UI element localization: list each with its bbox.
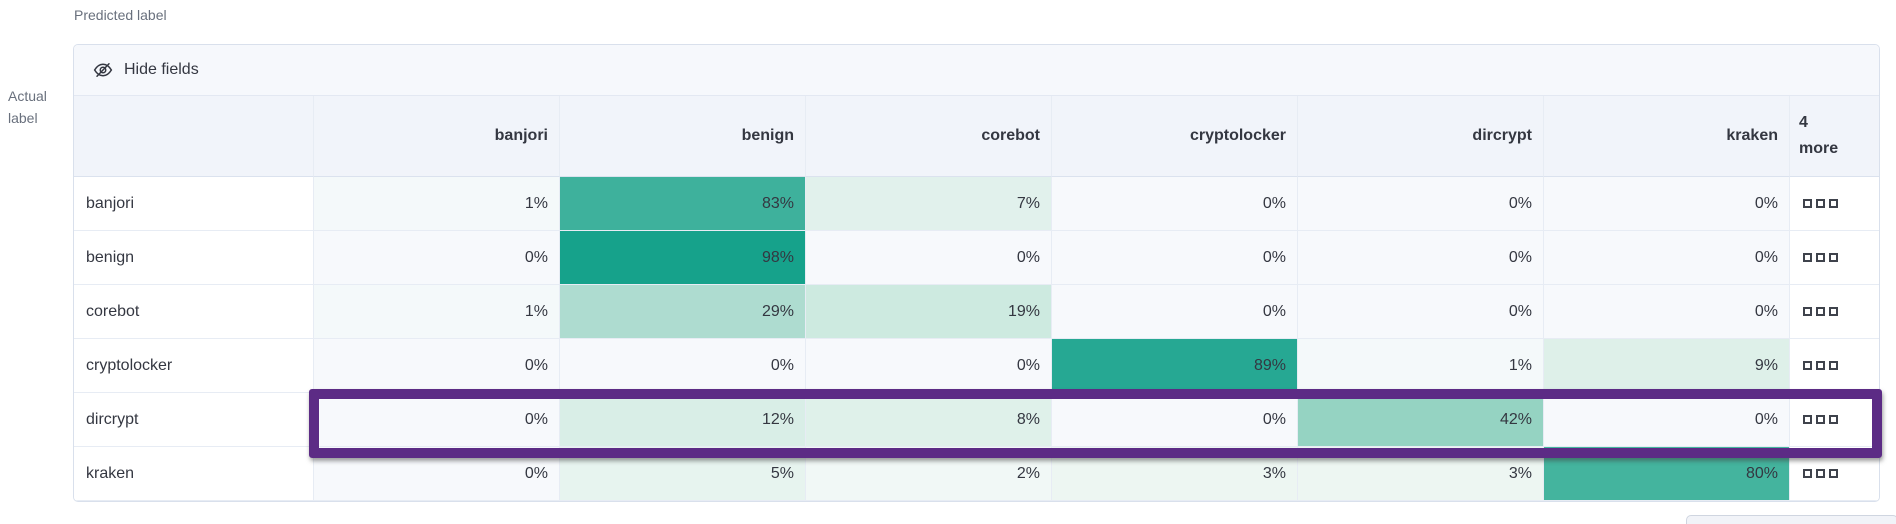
matrix-cell-dircrypt-benign[interactable]: 12%	[560, 393, 806, 447]
row-label-kraken[interactable]: kraken	[74, 447, 314, 501]
row-label-benign[interactable]: benign	[74, 231, 314, 285]
hide-fields-label: Hide fields	[124, 61, 199, 78]
matrix-cell-kraken-kraken[interactable]: 80%	[1544, 447, 1790, 501]
column-header-benign[interactable]: benign	[560, 96, 806, 177]
matrix-cell-cryptolocker-cryptolocker[interactable]: 89%	[1052, 339, 1298, 393]
matrix-cell-corebot-benign[interactable]: 29%	[560, 285, 806, 339]
matrix-cell-corebot-dircrypt[interactable]: 0%	[1298, 285, 1544, 339]
more-values-button-corebot[interactable]	[1790, 285, 1879, 339]
more-values-boxes-icon	[1803, 415, 1838, 424]
matrix-cell-kraken-cryptolocker[interactable]: 3%	[1052, 447, 1298, 501]
matrix-cell-benign-cryptolocker[interactable]: 0%	[1052, 231, 1298, 285]
matrix-cell-dircrypt-banjori[interactable]: 0%	[314, 393, 560, 447]
matrix-cell-dircrypt-cryptolocker[interactable]: 0%	[1052, 393, 1298, 447]
column-header-corebot[interactable]: corebot	[806, 96, 1052, 177]
matrix-cell-banjori-dircrypt[interactable]: 0%	[1298, 177, 1544, 231]
more-values-boxes-icon	[1803, 307, 1838, 316]
matrix-cell-cryptolocker-corebot[interactable]: 0%	[806, 339, 1052, 393]
column-header-kraken[interactable]: kraken	[1544, 96, 1790, 177]
predicted-label-axis-title: Predicted label	[74, 7, 167, 23]
matrix-cell-banjori-kraken[interactable]: 0%	[1544, 177, 1790, 231]
matrix-cell-dircrypt-corebot[interactable]: 8%	[806, 393, 1052, 447]
column-header-more[interactable]: 4 more	[1790, 96, 1879, 177]
matrix-cell-cryptolocker-benign[interactable]: 0%	[560, 339, 806, 393]
row-label-banjori[interactable]: banjori	[74, 177, 314, 231]
matrix-cell-benign-dircrypt[interactable]: 0%	[1298, 231, 1544, 285]
matrix-cell-dircrypt-dircrypt[interactable]: 42%	[1298, 393, 1544, 447]
matrix-cell-banjori-corebot[interactable]: 7%	[806, 177, 1052, 231]
row-label-corebot[interactable]: corebot	[74, 285, 314, 339]
matrix-cell-kraken-corebot[interactable]: 2%	[806, 447, 1052, 501]
actual-label-axis-title: Actual label	[8, 88, 47, 126]
more-values-button-dircrypt[interactable]	[1790, 393, 1879, 447]
matrix-cell-kraken-banjori[interactable]: 0%	[314, 447, 560, 501]
more-values-boxes-icon	[1803, 253, 1838, 262]
matrix-cell-benign-corebot[interactable]: 0%	[806, 231, 1052, 285]
matrix-cell-corebot-kraken[interactable]: 0%	[1544, 285, 1790, 339]
matrix-cell-banjori-cryptolocker[interactable]: 0%	[1052, 177, 1298, 231]
matrix-cell-benign-banjori[interactable]: 0%	[314, 231, 560, 285]
matrix-cell-cryptolocker-dircrypt[interactable]: 1%	[1298, 339, 1544, 393]
column-header-banjori[interactable]: banjori	[314, 96, 560, 177]
matrix-cell-kraken-benign[interactable]: 5%	[560, 447, 806, 501]
confusion-matrix-table: Hide fields banjori benign corebot cryptolo…	[73, 44, 1880, 502]
hide-fields-button[interactable]: Hide fields	[74, 45, 1879, 96]
more-values-button-benign[interactable]	[1790, 231, 1879, 285]
confusion-matrix-grid: banjori benign corebot cryptolocker dircrypt…	[74, 96, 1879, 501]
matrix-cell-corebot-corebot[interactable]: 19%	[806, 285, 1052, 339]
more-values-boxes-icon	[1803, 469, 1838, 478]
matrix-cell-corebot-cryptolocker[interactable]: 0%	[1052, 285, 1298, 339]
matrix-cell-cryptolocker-banjori[interactable]: 0%	[314, 339, 560, 393]
matrix-cell-benign-kraken[interactable]: 0%	[1544, 231, 1790, 285]
matrix-cell-banjori-banjori[interactable]: 1%	[314, 177, 560, 231]
matrix-cell-benign-benign[interactable]: 98%	[560, 231, 806, 285]
eye-closed-icon	[93, 60, 113, 80]
header-corner-cell	[74, 96, 314, 177]
more-values-button-kraken[interactable]	[1790, 447, 1879, 501]
row-label-cryptolocker[interactable]: cryptolocker	[74, 339, 314, 393]
column-header-cryptolocker[interactable]: cryptolocker	[1052, 96, 1298, 177]
matrix-cell-corebot-banjori[interactable]: 1%	[314, 285, 560, 339]
more-values-button-cryptolocker[interactable]	[1790, 339, 1879, 393]
matrix-cell-kraken-dircrypt[interactable]: 3%	[1298, 447, 1544, 501]
bottom-right-widget	[1686, 515, 1896, 524]
column-header-dircrypt[interactable]: dircrypt	[1298, 96, 1544, 177]
more-values-boxes-icon	[1803, 199, 1838, 208]
more-values-button-banjori[interactable]	[1790, 177, 1879, 231]
matrix-cell-cryptolocker-kraken[interactable]: 9%	[1544, 339, 1790, 393]
row-label-dircrypt[interactable]: dircrypt	[74, 393, 314, 447]
more-values-boxes-icon	[1803, 361, 1838, 370]
matrix-cell-dircrypt-kraken[interactable]: 0%	[1544, 393, 1790, 447]
matrix-cell-banjori-benign[interactable]: 83%	[560, 177, 806, 231]
